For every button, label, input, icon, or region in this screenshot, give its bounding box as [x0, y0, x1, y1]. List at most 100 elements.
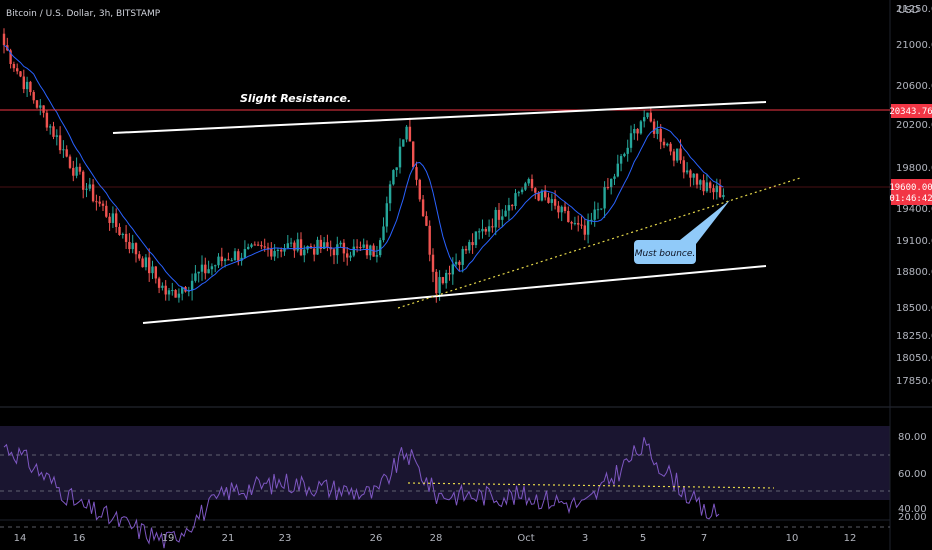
- candle-body: [82, 171, 85, 190]
- resistance-price-text: 20343.76: [889, 107, 932, 117]
- candle-body: [210, 266, 214, 270]
- candle-body: [78, 166, 82, 172]
- candle-body: [128, 241, 131, 250]
- candle-body: [52, 126, 55, 137]
- candle-body: [623, 153, 626, 157]
- candle-body: [124, 233, 128, 242]
- candle-body: [346, 253, 349, 258]
- candle-body: [610, 178, 613, 188]
- price-tick-label: 20200.00: [896, 120, 932, 131]
- candle-body: [586, 220, 590, 235]
- candle-body: [626, 147, 629, 154]
- candle-body: [25, 81, 29, 90]
- candle-body: [524, 183, 527, 190]
- candle-body: [72, 167, 75, 176]
- candle-body: [600, 208, 603, 210]
- rsi-dotted-trendline[interactable]: [407, 482, 775, 489]
- candle-body: [613, 176, 616, 179]
- candle-body: [593, 209, 596, 220]
- candle-body: [385, 203, 388, 227]
- candle-body: [144, 257, 148, 268]
- candle-body: [121, 233, 124, 235]
- candlestick-series: [2, 28, 725, 303]
- candle-body: [250, 244, 253, 247]
- candle-body: [520, 189, 524, 193]
- candle-body: [408, 126, 412, 142]
- candle-body: [88, 184, 91, 189]
- candle-body: [223, 259, 227, 262]
- candle-body: [332, 249, 336, 256]
- candle-body: [194, 273, 197, 281]
- last-price-badge: 19600.00 01:46:42: [889, 179, 932, 205]
- candle-body: [217, 256, 220, 266]
- callout-label: Must bounce.: [635, 249, 696, 259]
- candle-body: [19, 71, 22, 77]
- time-axis[interactable]: 14 16 19 21 23 26 28 Oct 3 5 7 10 12: [14, 533, 857, 544]
- candle-body: [553, 199, 557, 206]
- candle-body: [709, 182, 712, 189]
- time-tick-label: 12: [844, 533, 857, 544]
- candle-body: [636, 128, 639, 134]
- candle-body: [507, 205, 511, 211]
- must-bounce-callout[interactable]: Must bounce.: [634, 200, 730, 264]
- candle-body: [656, 128, 659, 134]
- time-tick-label: 26: [370, 533, 383, 544]
- candle-body: [336, 244, 339, 256]
- candle-body: [303, 249, 306, 256]
- candle-body: [481, 228, 484, 232]
- candle-body: [181, 287, 184, 294]
- candle-body: [339, 242, 342, 245]
- candle-body: [227, 259, 230, 261]
- candle-body: [207, 269, 210, 274]
- candle-body: [230, 260, 233, 262]
- candle-body: [441, 277, 445, 284]
- price-tick-label: 17850.00: [896, 376, 932, 387]
- candle-body: [204, 264, 207, 274]
- candle-body: [534, 188, 537, 193]
- price-axis[interactable]: 21250.00 21000.00 20600.00 20200.00 19800.00…: [896, 4, 932, 387]
- candle-body: [355, 246, 359, 248]
- candle-body: [596, 209, 600, 211]
- candle-body: [672, 151, 676, 161]
- candle-body: [464, 248, 468, 251]
- candle-body: [29, 81, 32, 93]
- candle-body: [702, 180, 705, 192]
- upper-channel-line[interactable]: [112, 101, 767, 134]
- candle-body: [458, 261, 461, 265]
- candle-body: [101, 203, 105, 206]
- candle-body: [214, 265, 217, 267]
- candle-body: [45, 112, 49, 128]
- candle-body: [22, 76, 25, 90]
- candle-body: [313, 248, 316, 255]
- resistance-annotation[interactable]: Slight Resistance.: [240, 92, 351, 105]
- candle-body: [296, 239, 299, 251]
- candle-body: [448, 272, 451, 275]
- candle-body: [692, 173, 695, 178]
- candle-body: [484, 228, 487, 232]
- lower-channel-line[interactable]: [142, 265, 767, 324]
- time-tick-label: 16: [73, 533, 86, 544]
- time-tick-label: 3: [582, 533, 588, 544]
- candle-body: [679, 148, 682, 161]
- candle-body: [392, 170, 395, 185]
- candle-body: [276, 249, 280, 251]
- candle-body: [603, 187, 606, 209]
- candle-body: [55, 135, 58, 137]
- candle-body: [649, 112, 652, 122]
- candle-body: [280, 249, 283, 252]
- time-tick-label: 28: [430, 533, 443, 544]
- candle-body: [435, 271, 438, 294]
- time-tick-label: 23: [279, 533, 292, 544]
- support-dotted-trendline[interactable]: [397, 177, 801, 309]
- candle-body: [685, 170, 689, 173]
- candle-body: [560, 206, 563, 213]
- candle-body: [669, 143, 672, 152]
- candle-body: [504, 210, 507, 217]
- candle-body: [157, 278, 161, 288]
- moving-average-series: [3, 44, 724, 292]
- candle-body: [375, 255, 379, 257]
- candle-body: [497, 209, 501, 220]
